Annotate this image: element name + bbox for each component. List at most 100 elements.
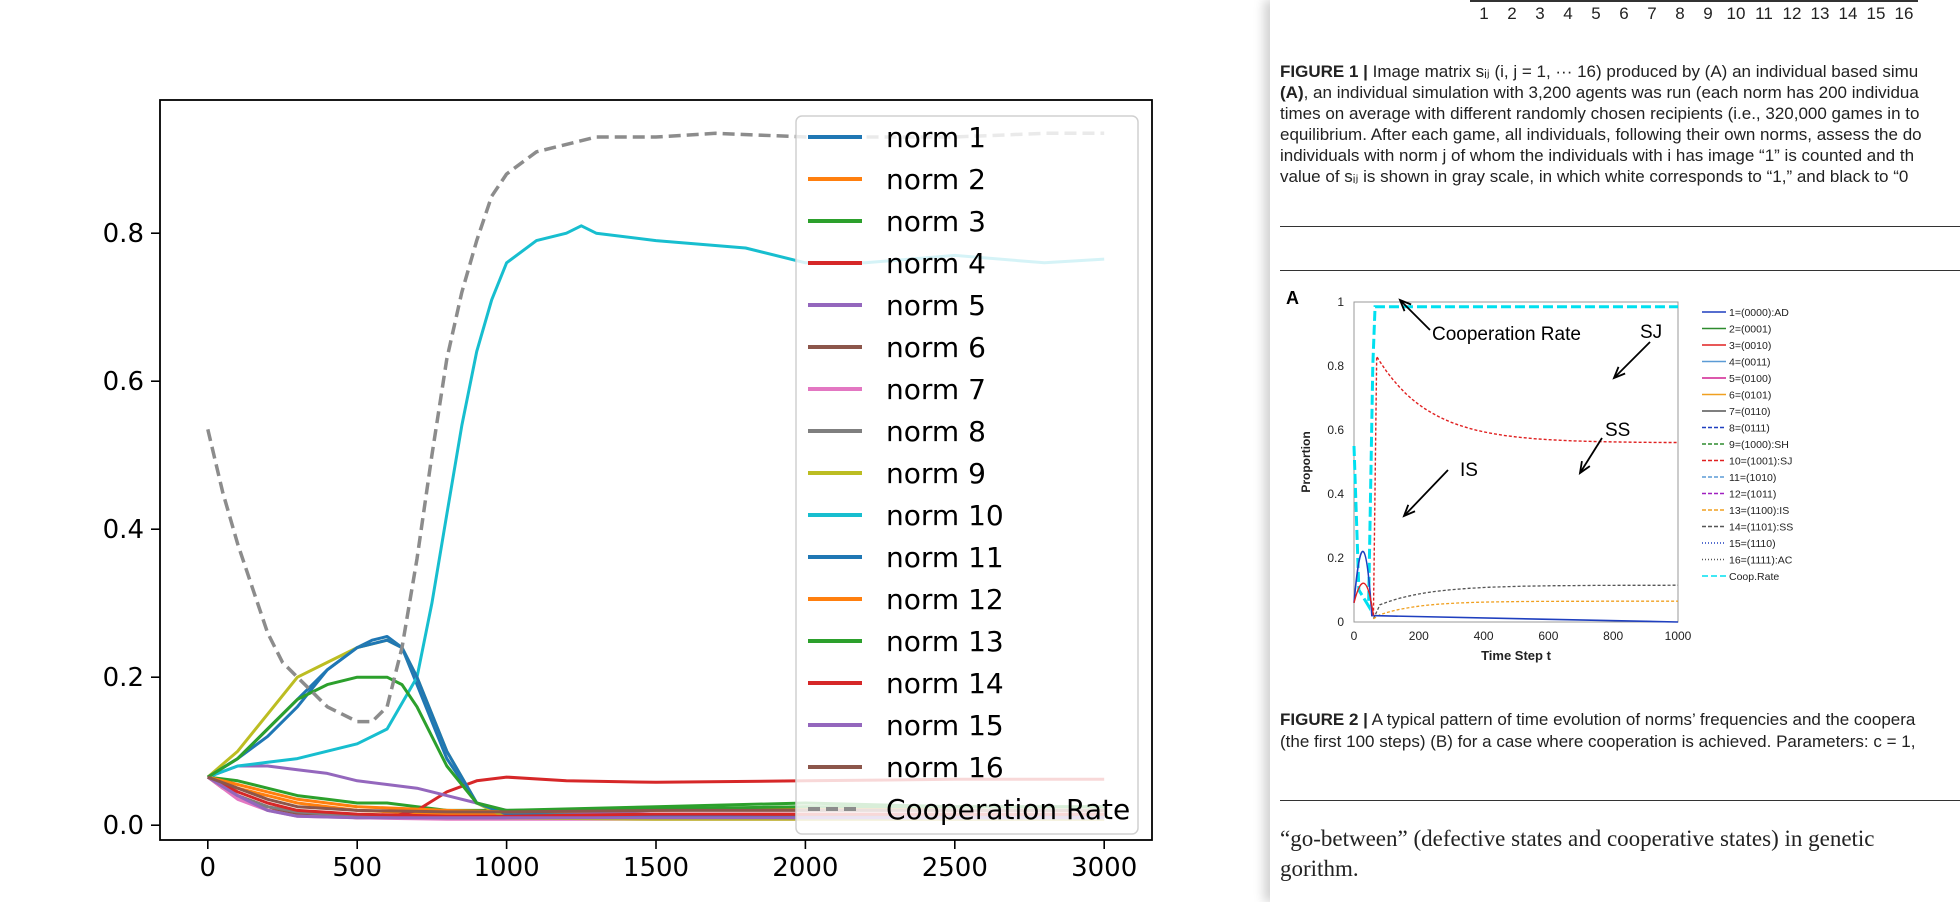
fig2-arrow-head <box>1612 366 1626 380</box>
legend-label: norm 12 <box>886 583 1004 616</box>
caption-figure-label: FIGURE 1 | <box>1280 62 1368 81</box>
paper-page-panel: 1 2 3 4 5 6 7 8 9 10 11 12 13 14 15 16 F… <box>1270 0 1960 902</box>
fig2-y-tick-label: 0.8 <box>1327 359 1344 373</box>
fig2-annotation-text: IS <box>1460 460 1478 481</box>
fig2-x-tick-label: 0 <box>1351 629 1358 643</box>
matrix-tick-label: 2 <box>1507 4 1517 23</box>
legend-label: norm 14 <box>886 667 1004 700</box>
fig2-y-tick-label: 0 <box>1337 615 1344 629</box>
caption-line: individuals with norm j of whom the indi… <box>1280 146 1914 166</box>
legend-label: norm 6 <box>886 331 986 364</box>
caption-line: (the first 100 steps) (B) for a case whe… <box>1280 732 1915 752</box>
legend-label: norm 13 <box>886 625 1004 658</box>
fig2-x-tick-label: 600 <box>1538 629 1558 643</box>
panel-label: A <box>1286 288 1299 308</box>
fig2-legend-label: 11=(1010) <box>1729 472 1776 484</box>
y-tick-label: 0.2 <box>103 663 144 693</box>
fig2-legend-label: 15=(1110) <box>1729 538 1776 550</box>
legend-label: norm 8 <box>886 415 986 448</box>
axes-ticks: 0 500 1000 1500 2000 2500 3000 0.0 0.2 0.4 0.6 0.8 <box>103 219 1138 883</box>
caption-line: FIGURE 1 | Image matrix sᵢⱼ (i, j = 1, ·… <box>1280 62 1918 82</box>
caption-text: equilibrium. After each game, all indivi… <box>1280 125 1922 144</box>
legend-label: Cooperation Rate <box>886 793 1130 826</box>
matrix-tick-label: 4 <box>1563 4 1573 23</box>
fig2-ss-line <box>1372 584 1678 620</box>
fig2-y-tick-label: 0.6 <box>1327 423 1344 437</box>
caption-text: A typical pattern of time evolution of n… <box>1367 710 1916 729</box>
fig2-arrow-head <box>1398 298 1412 312</box>
y-tick-label: 0.8 <box>103 219 144 249</box>
matrix-tick-label: 6 <box>1619 4 1629 23</box>
series-line-17 <box>206 131 1105 724</box>
fig2-legend-label: 10=(1001):SJ <box>1729 456 1792 468</box>
y-tick-label: 0.0 <box>103 811 144 841</box>
matrix-tick-label: 8 <box>1675 4 1685 23</box>
legend-box <box>795 115 1139 835</box>
legend-label: norm 1 <box>886 121 986 154</box>
caption-divider <box>1280 226 1960 227</box>
caption-text: , an individual simulation with 3,200 ag… <box>1303 83 1919 102</box>
fig2-x-tick-label: 800 <box>1603 629 1623 643</box>
caption-figure-label: FIGURE 2 | <box>1280 710 1368 729</box>
matrix-tick-label: 12 <box>1782 4 1802 23</box>
fig2-legend-label: 1=(0000):AD <box>1729 307 1789 319</box>
y-tick-label: 0.4 <box>103 515 144 545</box>
matrix-bottom-edge <box>1470 0 1918 2</box>
fig2-x-axis-label: Time Step t <box>1481 648 1552 663</box>
caption-divider <box>1280 800 1960 801</box>
fig2-y-tick-label: 1 <box>1337 295 1344 309</box>
x-tick-label: 1000 <box>474 853 540 883</box>
matrix-tick-label: 3 <box>1535 4 1545 23</box>
fig2-legend-label: 9=(1000):SH <box>1729 439 1789 451</box>
matrix-tick-label: 15 <box>1866 4 1886 23</box>
matrix-tick-label: 5 <box>1591 4 1601 23</box>
fig2-annotation-text: SS <box>1605 420 1630 441</box>
fig2-arrow-head <box>1578 461 1591 475</box>
caption-line: times on average with different randomly… <box>1280 104 1919 124</box>
caption-line: value of sᵢⱼ is shown in gray scale, in … <box>1280 167 1908 187</box>
legend-label: norm 5 <box>886 289 986 322</box>
fig2-y-tick-label: 0.4 <box>1327 487 1344 501</box>
x-tick-label: 1500 <box>623 853 689 883</box>
fig2-legend-label: 14=(1101):SS <box>1729 522 1793 534</box>
fig2-annotation-arrow <box>1579 437 1603 474</box>
caption-text: value of sᵢⱼ is shown in gray scale, in … <box>1280 167 1909 186</box>
caption-line: FIGURE 2 | A typical pattern of time evo… <box>1280 710 1915 730</box>
fig2-x-tick-label: 200 <box>1409 629 1429 643</box>
fig2-ad-line <box>1353 550 1679 623</box>
fig2-is-line <box>1373 600 1678 620</box>
fig2-annotation-arrow <box>1613 341 1651 379</box>
caption-text: Image matrix sᵢⱼ (i, j = 1, ··· 16) prod… <box>1367 62 1919 81</box>
legend-label: norm 4 <box>886 247 986 280</box>
x-tick-label: 3000 <box>1071 853 1137 883</box>
fig2-annotation-arrow <box>1399 299 1431 331</box>
fig2-legend-label: 8=(0111) <box>1729 423 1770 435</box>
caption-text: individuals with norm j of whom the indi… <box>1280 146 1915 165</box>
figure-divider <box>1280 270 1960 271</box>
legend-label: norm 9 <box>886 457 986 490</box>
caption-line: (A), an individual simulation with 3,200… <box>1280 83 1919 103</box>
body-text-line: gorithm. <box>1280 856 1359 881</box>
fig2-annotation-text: SJ <box>1640 322 1662 343</box>
fig2-x-tick-label: 1000 <box>1665 629 1692 643</box>
fig2-legend-label: Coop.Rate <box>1729 571 1779 583</box>
matrix-tick-label: 7 <box>1647 4 1657 23</box>
fig2-plot-frame <box>1353 301 1679 623</box>
legend-label: norm 3 <box>886 205 986 238</box>
fig2-annotation-text: Cooperation Rate <box>1432 324 1581 345</box>
image-matrix-axis: 1 2 3 4 5 6 7 8 9 10 11 12 13 14 15 16 <box>1470 0 1918 24</box>
legend-label: norm 16 <box>886 751 1004 784</box>
matrix-tick-label: 9 <box>1703 4 1713 23</box>
caption-figure-label: (A) <box>1280 83 1304 102</box>
caption-text: times on average with different randomly… <box>1280 104 1920 123</box>
legend-label: norm 7 <box>886 373 986 406</box>
legend-label: norm 15 <box>886 709 1004 742</box>
fig2-legend-label: 13=(1100):IS <box>1729 505 1789 517</box>
fig2-legend-label: 5=(0100) <box>1729 373 1771 385</box>
matrix-tick-label: 14 <box>1838 4 1858 23</box>
x-tick-label: 2000 <box>772 853 838 883</box>
fig2-legend-label: 16=(1111):AC <box>1729 555 1793 567</box>
y-tick-label: 0.6 <box>103 367 144 397</box>
legend-label: norm 11 <box>886 541 1004 574</box>
fig2-y-axis-label: Proportion <box>1299 431 1313 492</box>
